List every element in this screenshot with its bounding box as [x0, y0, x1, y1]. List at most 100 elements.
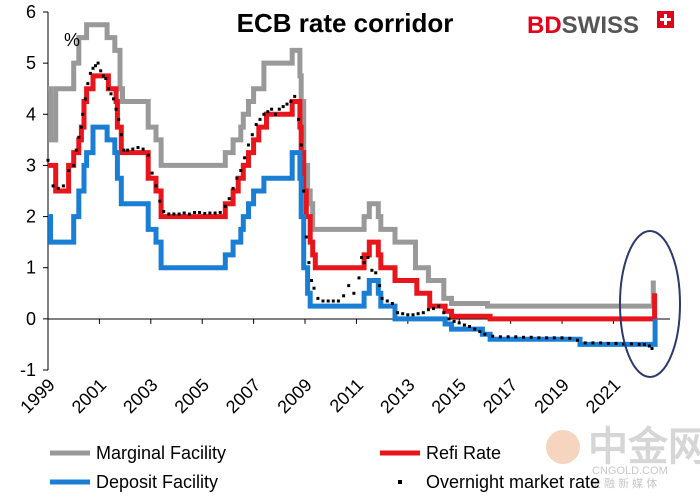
y-tick-label: 4 [26, 104, 36, 124]
overnight-rate-point [96, 61, 100, 65]
overnight-rate-point [72, 163, 76, 167]
x-tick-label: 2003 [119, 375, 161, 417]
overnight-rate-point [254, 123, 258, 126]
overnight-rate-point [366, 256, 370, 259]
overnight-rate-point [529, 335, 533, 339]
overnight-rate-point [223, 204, 227, 208]
y-tick-label: 0 [26, 309, 36, 329]
legend-label: Marginal Facility [96, 443, 226, 463]
overnight-rate-point [293, 94, 297, 98]
overnight-rate-point [114, 107, 118, 111]
overnight-rate-point [473, 327, 477, 331]
legend-label: Deposit Facility [96, 472, 218, 492]
x-tick-label: 2013 [376, 375, 418, 417]
overnight-rate-point [198, 211, 202, 214]
overnight-rate-point [158, 199, 162, 203]
overnight-rate-point [162, 210, 166, 213]
overnight-rate-point [568, 336, 572, 340]
y-tick-label: 5 [26, 53, 36, 73]
brand-name: BDSWISS [527, 12, 639, 39]
watermark-logo-text: 中金网 [588, 424, 700, 470]
overnight-rate-point [491, 334, 495, 338]
overnight-rate-point [321, 299, 325, 303]
overnight-rate-point [498, 335, 502, 339]
overnight-rate-point [637, 342, 641, 346]
legend-label: Refi Rate [426, 443, 501, 463]
overnight-rate-point [112, 97, 115, 101]
overnight-rate-point [378, 284, 382, 288]
overnight-rate-point [182, 211, 186, 215]
overnight-rate-point [266, 110, 270, 114]
overnight-rate-point [297, 117, 301, 121]
overnight-rate-point [167, 212, 171, 216]
overnight-rate-point [213, 211, 217, 215]
overnight-rate-point [46, 158, 50, 162]
y-tick-label: 6 [26, 2, 36, 22]
overnight-rate-point [104, 77, 108, 80]
overnight-rate-point [347, 284, 351, 288]
overnight-rate-point [208, 211, 212, 215]
y-axis-ticks: 6 5 4 3 2 1 0 -1 [20, 2, 48, 380]
overnight-rate-point [390, 302, 394, 305]
y-tick-label: -1 [20, 360, 36, 380]
x-tick-label: 2017 [479, 375, 521, 417]
overnight-rate-point [457, 321, 461, 325]
overnight-rate-point [299, 143, 303, 147]
overnight-rate-point [119, 133, 123, 137]
overnight-rate-point [576, 338, 579, 342]
x-tick-label: 2001 [68, 375, 110, 417]
x-tick-label: 2005 [171, 375, 213, 417]
overnight-rate-point [239, 169, 243, 172]
overnight-rate-point [342, 294, 346, 298]
overnight-rate-point [243, 156, 247, 160]
overnight-rate-point [86, 82, 90, 86]
overnight-rate-point [421, 311, 425, 315]
overnight-rate-point [374, 271, 378, 275]
overnight-rate-point [79, 125, 83, 129]
x-tick-label: 2021 [582, 375, 624, 417]
brand-flag-icon [657, 11, 674, 28]
overnight-rate-point [88, 71, 92, 75]
y-axis-unit: % [64, 30, 80, 50]
overnight-rate-point [357, 276, 361, 280]
watermark: 中金网 CNGOLD.COM 金 融 新 媒 体 [546, 424, 700, 490]
overnight-rate-point [126, 148, 130, 152]
series-line-2 [48, 124, 658, 347]
overnight-rate-point [360, 256, 364, 259]
overnight-rate-point [106, 87, 110, 91]
overnight-rate-point [312, 286, 316, 290]
overnight-rate-point [622, 342, 626, 346]
overnight-rate-point [452, 319, 456, 323]
overnight-rate-point [231, 186, 235, 190]
overnight-rate-point [250, 133, 254, 137]
overnight-rate-point [411, 313, 415, 317]
overnight-rate-point [552, 336, 556, 340]
overnight-rate-point [154, 184, 158, 188]
overnight-rate-point [117, 117, 121, 121]
chart-title: ECB rate corridor [237, 8, 454, 38]
overnight-rate-point [406, 313, 410, 317]
overnight-rate-point [150, 171, 154, 175]
overnight-rate-point [514, 335, 518, 339]
overnight-rate-point [235, 176, 239, 180]
overnight-rate-point [629, 342, 633, 346]
legend-label: Overnight market rate [426, 472, 600, 492]
overnight-rate-point [352, 291, 356, 295]
overnight-rate-point [545, 336, 549, 340]
overnight-rate-point [560, 336, 564, 340]
overnight-rate-point [442, 311, 446, 315]
overnight-rate-point [447, 317, 451, 321]
overnight-rate-point [172, 212, 176, 216]
overnight-rate-point [522, 335, 525, 339]
overnight-rate-point [277, 107, 281, 111]
overnight-rate-point [193, 211, 196, 214]
x-tick-label: 2007 [222, 375, 264, 417]
overnight-rate-point [61, 184, 65, 188]
x-tick-label: 2019 [530, 375, 572, 417]
overnight-rate-point [101, 74, 105, 78]
x-tick-label: 1999 [16, 375, 58, 417]
overnight-rate-point [432, 307, 435, 311]
overnight-rate-point [285, 102, 289, 106]
watermark-tagline: 金 融 新 媒 体 [590, 476, 657, 490]
